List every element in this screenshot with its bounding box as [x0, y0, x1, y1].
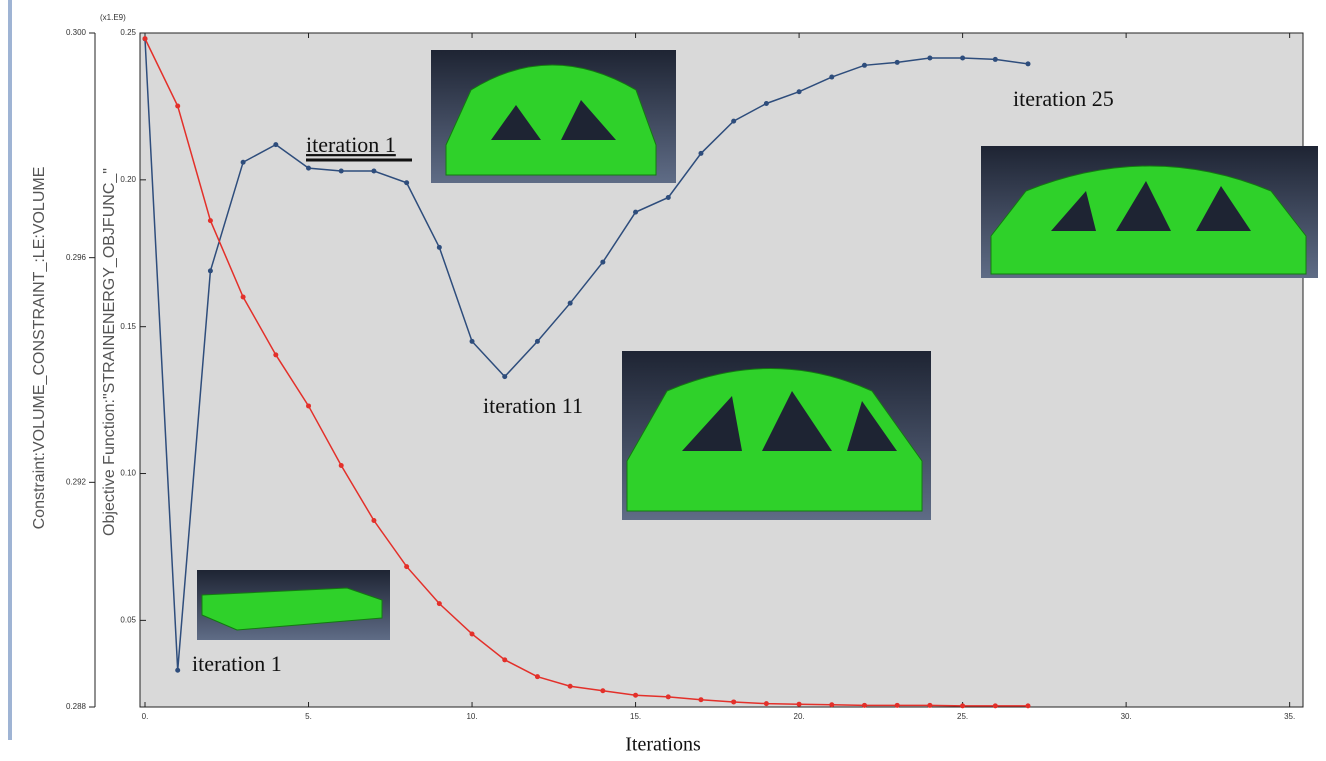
data-point: [568, 301, 573, 306]
y2-axis-label: Constraint:VOLUME_CONSTRAINT_:LE:VOLUME: [31, 167, 48, 530]
x-tick-label: 25.: [957, 712, 968, 721]
y2-tick-label: 0.292: [66, 477, 87, 486]
annotation: iteration 1: [192, 651, 282, 676]
y-tick-label: 0.20: [120, 175, 136, 184]
x-tick-label: 5.: [305, 712, 312, 721]
x-tick-label: 20.: [794, 712, 805, 721]
data-point: [895, 60, 900, 65]
data-point: [371, 169, 376, 174]
data-point: [143, 36, 148, 41]
y-axis-label: Objective Function:"STRAINENERGY_OBJFUNC…: [101, 168, 118, 536]
data-point: [241, 294, 246, 299]
data-point: [339, 463, 344, 468]
y-tick-label: 0.15: [120, 322, 136, 331]
y-scale-note: (x1.E9): [100, 13, 126, 22]
annotation: iteration 1: [306, 132, 396, 157]
data-point: [927, 703, 932, 708]
data-point: [698, 151, 703, 156]
data-point: [175, 104, 180, 109]
data-point: [371, 518, 376, 523]
data-point: [1026, 703, 1031, 708]
data-point: [600, 688, 605, 693]
data-point: [993, 57, 998, 62]
data-point: [960, 703, 965, 708]
y2-tick-label: 0.288: [66, 702, 87, 711]
data-point: [208, 268, 213, 273]
data-point: [568, 684, 573, 689]
x-axis-label: Iterations: [625, 734, 701, 756]
data-point: [404, 564, 409, 569]
data-point: [273, 352, 278, 357]
data-point: [797, 702, 802, 707]
y-tick-label: 0.05: [120, 615, 136, 624]
data-point: [927, 55, 932, 60]
data-point: [862, 703, 867, 708]
data-point: [208, 218, 213, 223]
annotation: iteration 11: [483, 393, 583, 418]
data-point: [797, 89, 802, 94]
data-point: [470, 631, 475, 636]
x-tick-label: 0.: [142, 712, 149, 721]
data-point: [535, 674, 540, 679]
data-point: [698, 697, 703, 702]
y2-tick-label: 0.296: [66, 253, 87, 262]
data-point: [764, 101, 769, 106]
data-point: [404, 180, 409, 185]
data-point: [339, 169, 344, 174]
data-point: [666, 195, 671, 200]
data-point: [502, 657, 507, 662]
data-point: [535, 339, 540, 344]
annotation: iteration 25: [1013, 86, 1114, 111]
data-point: [437, 601, 442, 606]
data-point: [895, 703, 900, 708]
data-point: [306, 166, 311, 171]
x-tick-label: 30.: [1121, 712, 1132, 721]
data-point: [175, 668, 180, 673]
data-point: [273, 142, 278, 147]
data-point: [470, 339, 475, 344]
y-tick-label: 0.10: [120, 469, 136, 478]
x-tick-label: 10.: [466, 712, 477, 721]
data-point: [764, 701, 769, 706]
data-point: [306, 403, 311, 408]
data-point: [241, 160, 246, 165]
data-point: [600, 260, 605, 265]
chart: (x1.E9) Iterations Objective Function:"S…: [0, 0, 1326, 756]
inset-image: [981, 146, 1318, 278]
data-point: [731, 699, 736, 704]
y-tick-label: 0.25: [120, 28, 136, 37]
x-tick-label: 35.: [1284, 712, 1295, 721]
inset-image: [431, 50, 676, 183]
x-tick-label: 15.: [630, 712, 641, 721]
y2-tick-label: 0.300: [66, 28, 87, 37]
side-bar: [8, 0, 12, 740]
inset-image: [197, 570, 390, 640]
data-point: [666, 694, 671, 699]
data-point: [731, 119, 736, 124]
data-point: [829, 702, 834, 707]
data-point: [1026, 61, 1031, 66]
inset-image: [622, 351, 931, 520]
data-point: [862, 63, 867, 68]
data-point: [633, 693, 638, 698]
data-point: [829, 75, 834, 80]
data-point: [437, 245, 442, 250]
data-point: [633, 210, 638, 215]
data-point: [502, 374, 507, 379]
data-point: [960, 55, 965, 60]
data-point: [993, 703, 998, 708]
